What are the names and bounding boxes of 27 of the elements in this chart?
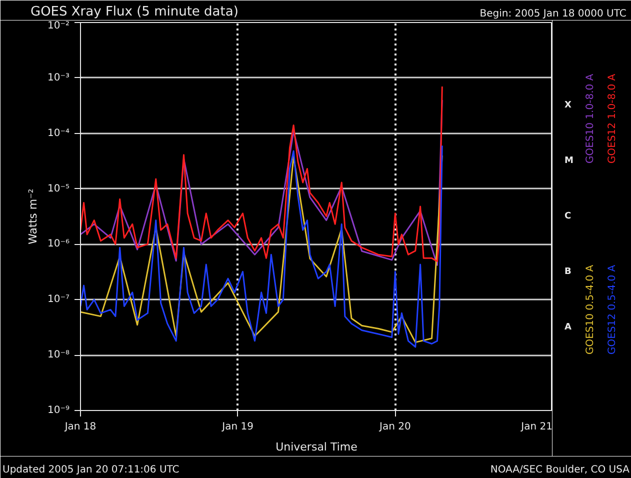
y-tick-label: 10⁻⁹	[47, 405, 70, 416]
y-tick-label: 10⁻⁶	[47, 238, 70, 250]
text: C	[564, 212, 572, 222]
y-axis-title: Watts m⁻²	[26, 188, 40, 244]
x-tick-label: Jan 19	[221, 422, 254, 432]
text: GOES10 0.5-4.0 A	[585, 264, 596, 354]
x-axis-title: Universal Time	[276, 440, 358, 454]
chart-subtitle: Begin: 2005 Jan 18 0000 UTC	[480, 8, 626, 20]
y-tick-label: 10⁻³	[47, 72, 70, 84]
text: NOAA/SEC Boulder, CO USA	[490, 464, 630, 476]
y-tick-label: 10⁻⁵	[47, 183, 70, 194]
text: GOES10 1.0-8.0 A	[585, 74, 596, 164]
y-tick-label: 10⁻⁸	[47, 350, 70, 361]
text: GOES12 0.5-4.0 A	[607, 264, 618, 354]
y-tick-label: 10⁻²	[47, 20, 70, 32]
y-tick-label: 10⁻⁷	[47, 294, 70, 306]
y-tick-label: 10⁻⁴	[47, 128, 70, 139]
x-tick-label: Jan 20	[378, 422, 411, 432]
chart-title: GOES Xray Flux (5 minute data)	[30, 4, 238, 20]
text: A	[564, 322, 572, 332]
text: M	[564, 156, 574, 166]
text: X	[564, 100, 572, 111]
text: B	[564, 266, 572, 277]
text: GOES12 1.0-8.0 A	[607, 74, 618, 164]
x-tick-label: Jan 21	[520, 422, 553, 432]
x-tick-label: Jan 18	[64, 422, 96, 432]
text: Updated 2005 Jan 20 07:11:06 UTC	[2, 464, 180, 476]
